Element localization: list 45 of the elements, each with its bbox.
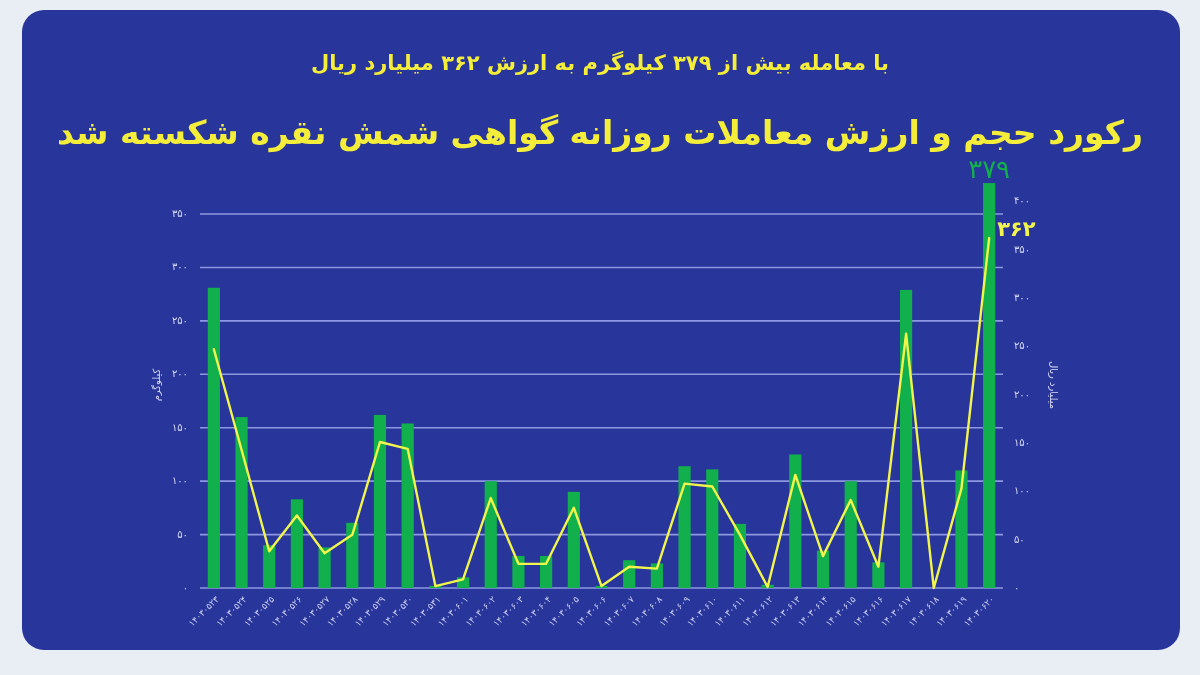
bar	[512, 555, 525, 588]
y-tick-label: ۲۰۰	[171, 368, 188, 380]
bar	[623, 560, 636, 588]
subtitle: با معامله بیش از ۳۷۹ کیلوگرم به ارزش ۳۶۲ میلیارد ریال	[311, 51, 889, 75]
bar	[263, 545, 276, 588]
y2-tick-label: ۲۵۰	[1014, 340, 1031, 352]
y2-tick-label: ۱۰۰	[1014, 485, 1031, 497]
bar	[955, 470, 968, 588]
y2-tick-label: ۳۵۰	[1014, 243, 1031, 255]
bar	[567, 491, 580, 588]
bar	[706, 469, 719, 588]
y2-axis-title: میلیارد ریال	[1048, 360, 1059, 410]
bar	[816, 550, 830, 588]
bar	[235, 417, 248, 588]
y-tick-label: ۳۵۰	[171, 208, 188, 220]
bar	[373, 414, 387, 588]
bar	[290, 499, 304, 588]
bar	[789, 454, 802, 588]
bar	[872, 562, 885, 588]
bar	[318, 547, 331, 588]
bar	[401, 423, 414, 588]
y2-tick-label: ۴۰۰	[1014, 195, 1031, 207]
title: رکورد حجم و ارزش معاملات روزانه گواهی شمش نقره شکسته شد	[57, 113, 1143, 152]
y-tick-label: ۵۰	[177, 528, 188, 540]
y2-tick-label: ۰	[1014, 582, 1020, 593]
data-label: ۳۶۲	[997, 217, 1036, 242]
y2-tick-label: ۵۰	[1014, 533, 1025, 545]
bar	[678, 466, 691, 588]
y-tick-label: ۱۵۰	[171, 421, 188, 433]
bar	[484, 481, 497, 588]
data-label: ۳۷۹	[968, 154, 1011, 185]
y2-tick-label: ۳۰۰	[1014, 292, 1031, 303]
y-tick-label: ۳۰۰	[171, 261, 188, 273]
y-tick-label: ۲۵۰	[171, 314, 188, 326]
bar	[983, 183, 996, 588]
bar	[900, 289, 913, 588]
y-axis-title: کیلوگرم	[151, 368, 162, 402]
bar	[844, 481, 857, 588]
y-tick-label: ۰	[182, 582, 188, 593]
bar	[346, 522, 359, 588]
y-tick-label: ۱۰۰	[171, 475, 188, 487]
y2-tick-label: ۲۰۰	[1014, 388, 1031, 400]
bar	[207, 287, 220, 588]
y2-tick-label: ۱۵۰	[1014, 437, 1031, 448]
bar	[733, 523, 747, 588]
